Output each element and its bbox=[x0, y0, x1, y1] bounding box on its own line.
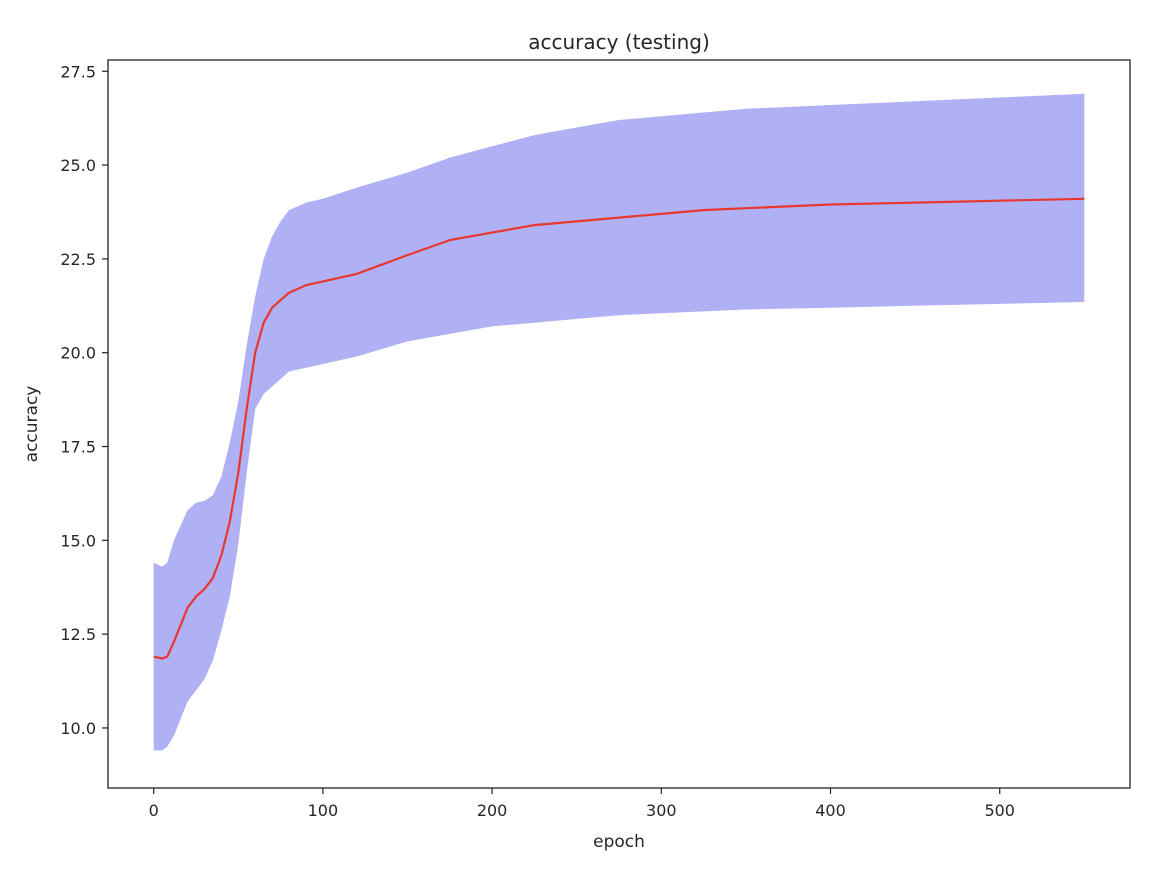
x-axis-label: epoch bbox=[593, 832, 645, 852]
x-tick-label: 300 bbox=[646, 801, 677, 820]
x-tick-label: 400 bbox=[815, 801, 846, 820]
y-tick-label: 15.0 bbox=[60, 531, 96, 550]
y-tick-label: 12.5 bbox=[60, 625, 96, 644]
y-tick-label: 27.5 bbox=[60, 62, 96, 81]
chart-title: accuracy (testing) bbox=[528, 30, 710, 54]
mean-accuracy-line bbox=[153, 197, 1085, 660]
x-tick-label: 200 bbox=[477, 801, 508, 820]
plot-frame bbox=[107, 59, 1131, 789]
y-tick-label: 25.0 bbox=[60, 156, 96, 175]
x-tick-label: 0 bbox=[149, 801, 159, 820]
y-axis: 10.0 12.5 15.0 17.5 20.0 22.5 25.0 27.5 bbox=[60, 62, 108, 738]
x-tick-label: 500 bbox=[984, 801, 1015, 820]
y-axis-label: accuracy bbox=[22, 386, 42, 463]
x-tick-label: 100 bbox=[308, 801, 339, 820]
y-tick-label: 17.5 bbox=[60, 438, 96, 457]
x-axis: 0 100 200 300 400 500 bbox=[149, 788, 1015, 820]
plot-content bbox=[153, 93, 1085, 751]
y-tick-label: 20.0 bbox=[60, 344, 96, 363]
std-band bbox=[153, 93, 1085, 751]
y-tick-label: 10.0 bbox=[60, 719, 96, 738]
y-tick-label: 22.5 bbox=[60, 250, 96, 269]
